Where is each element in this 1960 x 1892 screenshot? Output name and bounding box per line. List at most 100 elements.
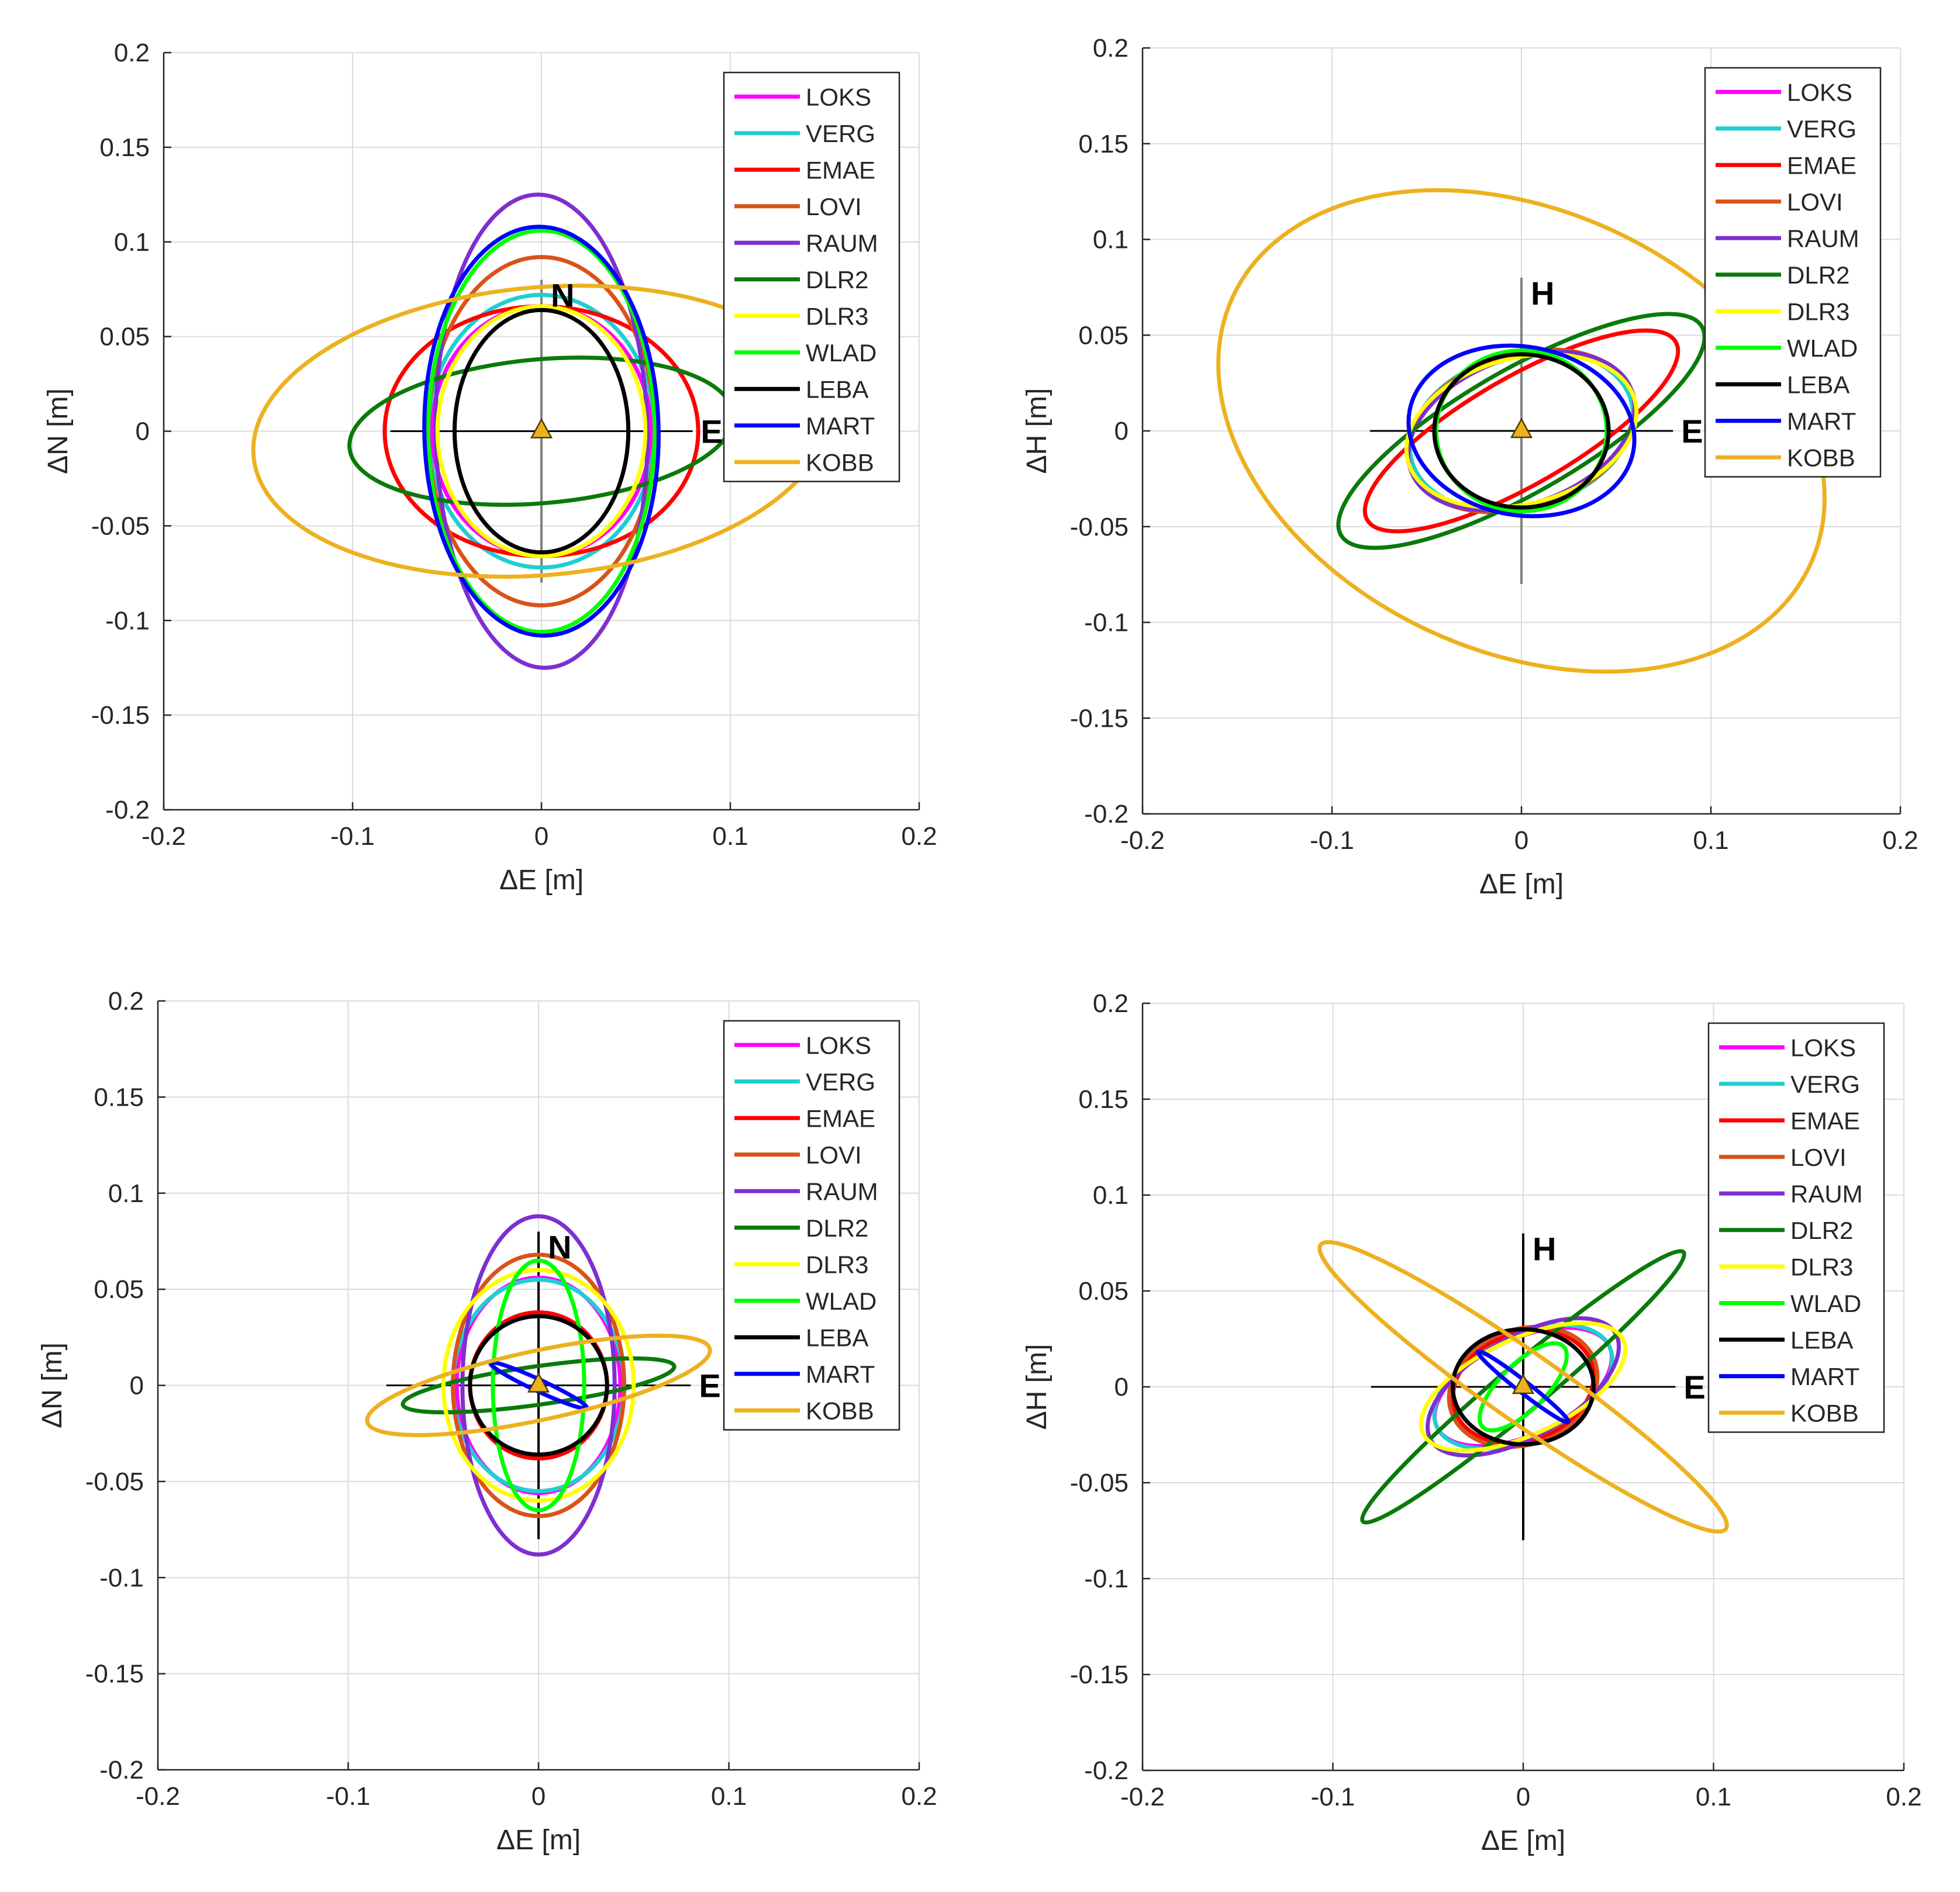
y-tick-label: 0.05 [1078,1277,1129,1306]
x-tick-label: -0.1 [330,822,375,851]
y-tick-label: 0.1 [114,228,150,257]
x-tick-label: 0.1 [712,822,748,851]
x-tick-label: -0.2 [136,1782,180,1811]
y-tick-label: -0.1 [105,606,150,635]
legend-label-wlad: WLAD [1787,334,1858,362]
legend-label-mart: MART [1787,408,1856,435]
y-tick-label: 0.1 [1093,1181,1129,1210]
ellipse-dlr2 [1336,312,1707,550]
y-tick-label: 0.15 [1078,1085,1129,1114]
y-tick-label: 0.2 [108,987,144,1016]
plot-content [1216,188,1827,674]
y-axis-label: ΔN [m] [43,388,74,474]
legend-label-verg: VERG [806,120,875,147]
y-tick-label: 0.2 [114,39,150,67]
legend: LOKS VERG EMAE LOVI RAUM DLR2 DLR3 WLAD LEBA MART… [1704,67,1882,478]
x-tick-label: 0 [532,1782,546,1811]
chart-panel-3: N E -0.2 -0.1 0 0.1 0.2 0.2 0.15 0.1 0.05 0 -0.05 -0.… [37,987,937,1856]
x-tick-label: -0.1 [1311,1783,1355,1811]
y-tick-label: -0.05 [91,512,150,540]
y-tick-label: -0.1 [1084,609,1129,637]
legend-label-emae: EMAE [1790,1107,1860,1134]
axis-letter-vertical: N [551,277,574,314]
y-tick-label: -0.05 [85,1468,144,1496]
legend-label-raum: RAUM [806,229,878,257]
legend-label-verg: VERG [1790,1071,1860,1098]
x-tick-label: -0.1 [1310,826,1354,855]
legend-label-mart: MART [1790,1363,1859,1390]
legend-label-dlr3: DLR3 [806,302,868,330]
x-tick-label: -0.2 [1120,826,1165,855]
y-tick-label: 0.05 [99,323,150,351]
y-axis-label: ΔH [m] [1022,388,1053,474]
x-tick-label: 0.2 [1882,826,1918,855]
legend-label-wlad: WLAD [806,1287,877,1315]
y-tick-label: -0.15 [85,1660,144,1689]
ellipse-leba [1432,352,1611,510]
y-tick-label: 0.2 [1093,989,1129,1018]
x-axis-label: ΔE [m] [496,1825,581,1856]
legend-label-wlad: WLAD [806,339,877,367]
y-tick-label: 0.15 [99,133,150,162]
legend-label-kobb: KOBB [806,1397,874,1424]
ellipse-mart [422,225,661,638]
legend-label-emae: EMAE [1787,151,1857,179]
legend: LOKS VERG EMAE LOVI RAUM DLR2 DLR3 WLAD LEBA MART… [723,1020,900,1431]
legend-label-wlad: WLAD [1790,1290,1861,1317]
y-tick-label: -0.05 [1070,1469,1129,1497]
y-tick-label: 0 [136,417,150,446]
ellipse-dlr3 [435,304,648,558]
y-tick-label: 0.15 [1078,130,1129,158]
y-tick-label: -0.2 [99,1756,144,1784]
y-tick-label: 0 [130,1372,144,1400]
legend-label-lovi: LOVI [806,1141,862,1169]
legend-label-dlr2: DLR2 [806,266,868,294]
legend-label-dlr3: DLR3 [806,1251,868,1278]
legend-label-dlr3: DLR3 [1790,1253,1853,1280]
legend-label-leba: LEBA [1790,1326,1853,1354]
legend-label-loks: LOKS [806,1031,871,1059]
station-marker-icon [1510,417,1533,439]
legend-label-lovi: LOVI [1787,188,1843,216]
y-tick-label: 0 [1114,417,1129,446]
x-tick-label: 0.2 [1886,1783,1921,1811]
x-tick-label: 0.2 [901,1782,937,1811]
y-tick-label: 0.15 [94,1083,144,1111]
legend-box [723,71,900,482]
legend-label-loks: LOKS [806,83,871,111]
legend-label-leba: LEBA [806,1324,868,1351]
x-tick-label: 0.2 [901,822,937,851]
ellipse-dlr3 [441,1268,636,1503]
legend-label-dlr2: DLR2 [1790,1217,1853,1244]
legend-label-mart: MART [806,412,875,440]
legend-label-emae: EMAE [806,156,875,184]
legend-label-leba: LEBA [806,375,868,403]
axis-letter-vertical: N [548,1229,571,1266]
y-tick-label: -0.15 [1070,1660,1129,1689]
x-tick-label: 0 [1516,1783,1530,1811]
legend-label-lovi: LOVI [806,193,862,220]
x-tick-label: 0 [1514,826,1528,855]
x-axis-label: ΔE [m] [499,865,584,896]
legend-label-verg: VERG [806,1068,875,1096]
axis-letter-horizontal: E [699,1368,720,1404]
y-tick-label: -0.2 [1084,800,1129,828]
x-axis-label: ΔE [m] [1479,869,1564,900]
y-tick-label: -0.2 [105,796,150,824]
legend-label-lovi: LOVI [1790,1144,1847,1171]
legend-box [723,1020,900,1431]
axis-letter-horizontal: E [1681,413,1703,450]
x-tick-label: 0.1 [711,1782,747,1811]
y-tick-label: -0.05 [1070,513,1129,541]
x-tick-label: 0.1 [1693,826,1728,855]
ellipse-wlad [426,228,657,634]
legend-label-loks: LOKS [1787,78,1852,106]
axis-letter-vertical: H [1531,275,1554,312]
ellipse-kobb [1317,1240,1729,1534]
ellipse-wlad [1478,1341,1569,1432]
y-tick-label: -0.1 [99,1563,144,1592]
legend-label-dlr2: DLR2 [806,1214,868,1242]
y-tick-label: -0.1 [1084,1565,1129,1593]
legend-label-verg: VERG [1787,115,1857,143]
ellipse-mart [1406,343,1637,519]
